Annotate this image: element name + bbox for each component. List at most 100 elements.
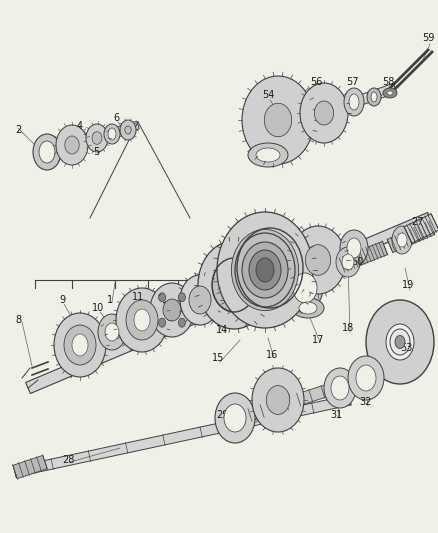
Ellipse shape	[324, 368, 356, 408]
Text: 27: 27	[412, 217, 424, 227]
Text: 32: 32	[360, 397, 372, 407]
Polygon shape	[34, 121, 139, 159]
Ellipse shape	[348, 356, 384, 400]
Ellipse shape	[242, 76, 314, 164]
Ellipse shape	[305, 245, 331, 276]
Text: 12: 12	[162, 302, 174, 312]
Polygon shape	[339, 241, 388, 271]
Ellipse shape	[125, 126, 131, 134]
Polygon shape	[13, 455, 47, 479]
Ellipse shape	[92, 132, 102, 144]
Text: 28: 28	[62, 455, 74, 465]
Ellipse shape	[180, 275, 220, 325]
Ellipse shape	[347, 238, 361, 258]
Ellipse shape	[86, 124, 108, 152]
Text: 54: 54	[262, 90, 274, 100]
Text: 14: 14	[216, 325, 228, 335]
Ellipse shape	[108, 128, 116, 140]
Ellipse shape	[383, 88, 397, 98]
Polygon shape	[308, 83, 397, 123]
Ellipse shape	[366, 300, 434, 384]
Text: 16: 16	[266, 350, 278, 360]
Ellipse shape	[392, 226, 412, 254]
Ellipse shape	[224, 404, 246, 432]
Ellipse shape	[266, 385, 290, 414]
Text: 59: 59	[422, 33, 434, 43]
Text: 55: 55	[292, 267, 304, 277]
Polygon shape	[387, 222, 435, 253]
Text: 10: 10	[92, 303, 104, 313]
Polygon shape	[404, 214, 438, 243]
Text: 13: 13	[194, 290, 206, 300]
Ellipse shape	[252, 368, 304, 432]
Ellipse shape	[293, 273, 317, 303]
Text: 56: 56	[310, 77, 322, 87]
Ellipse shape	[336, 247, 360, 277]
Ellipse shape	[371, 92, 377, 102]
Ellipse shape	[299, 302, 317, 314]
Text: 4: 4	[77, 121, 83, 131]
Ellipse shape	[342, 254, 354, 270]
Text: 19: 19	[402, 280, 414, 290]
Ellipse shape	[242, 242, 288, 298]
Ellipse shape	[248, 143, 288, 167]
Ellipse shape	[356, 365, 376, 391]
Ellipse shape	[67, 329, 93, 361]
Ellipse shape	[249, 250, 281, 290]
Ellipse shape	[56, 125, 88, 165]
Text: 58: 58	[382, 77, 394, 87]
Ellipse shape	[54, 313, 106, 377]
Ellipse shape	[290, 226, 346, 294]
Ellipse shape	[256, 258, 274, 282]
Ellipse shape	[397, 233, 407, 247]
Ellipse shape	[235, 233, 295, 307]
Ellipse shape	[212, 259, 256, 311]
Ellipse shape	[287, 266, 323, 310]
Ellipse shape	[64, 325, 96, 365]
Ellipse shape	[163, 299, 181, 321]
Text: 31: 31	[330, 410, 342, 420]
Ellipse shape	[390, 329, 410, 355]
Ellipse shape	[134, 309, 150, 331]
Ellipse shape	[344, 88, 364, 116]
Ellipse shape	[65, 136, 79, 154]
Text: 57: 57	[346, 77, 358, 87]
Ellipse shape	[198, 241, 270, 329]
Ellipse shape	[215, 393, 255, 443]
Text: 1: 1	[107, 295, 113, 305]
Ellipse shape	[256, 148, 280, 162]
Ellipse shape	[395, 335, 405, 349]
Ellipse shape	[150, 283, 194, 337]
Ellipse shape	[159, 318, 166, 327]
Ellipse shape	[387, 91, 393, 95]
Text: 29: 29	[216, 410, 228, 420]
Ellipse shape	[386, 324, 414, 360]
Ellipse shape	[178, 318, 185, 327]
Text: 18: 18	[342, 323, 354, 333]
Text: 3: 3	[45, 153, 51, 163]
Ellipse shape	[72, 334, 88, 356]
Polygon shape	[248, 382, 337, 421]
Ellipse shape	[189, 286, 211, 314]
Ellipse shape	[126, 300, 158, 340]
Text: 7: 7	[297, 293, 303, 303]
Ellipse shape	[98, 314, 126, 350]
Polygon shape	[14, 395, 351, 477]
Text: 11: 11	[132, 292, 144, 302]
Text: 17: 17	[312, 335, 324, 345]
Ellipse shape	[104, 124, 120, 144]
Ellipse shape	[217, 212, 313, 328]
Polygon shape	[26, 213, 432, 393]
Ellipse shape	[349, 94, 359, 110]
Ellipse shape	[129, 304, 155, 336]
Ellipse shape	[178, 293, 185, 302]
Ellipse shape	[292, 298, 324, 318]
Ellipse shape	[300, 83, 348, 143]
Ellipse shape	[159, 293, 166, 302]
Ellipse shape	[331, 376, 349, 400]
Ellipse shape	[367, 88, 381, 106]
Ellipse shape	[39, 141, 55, 163]
Ellipse shape	[33, 134, 61, 170]
Text: 60: 60	[352, 257, 364, 267]
Text: 30: 30	[278, 393, 290, 403]
